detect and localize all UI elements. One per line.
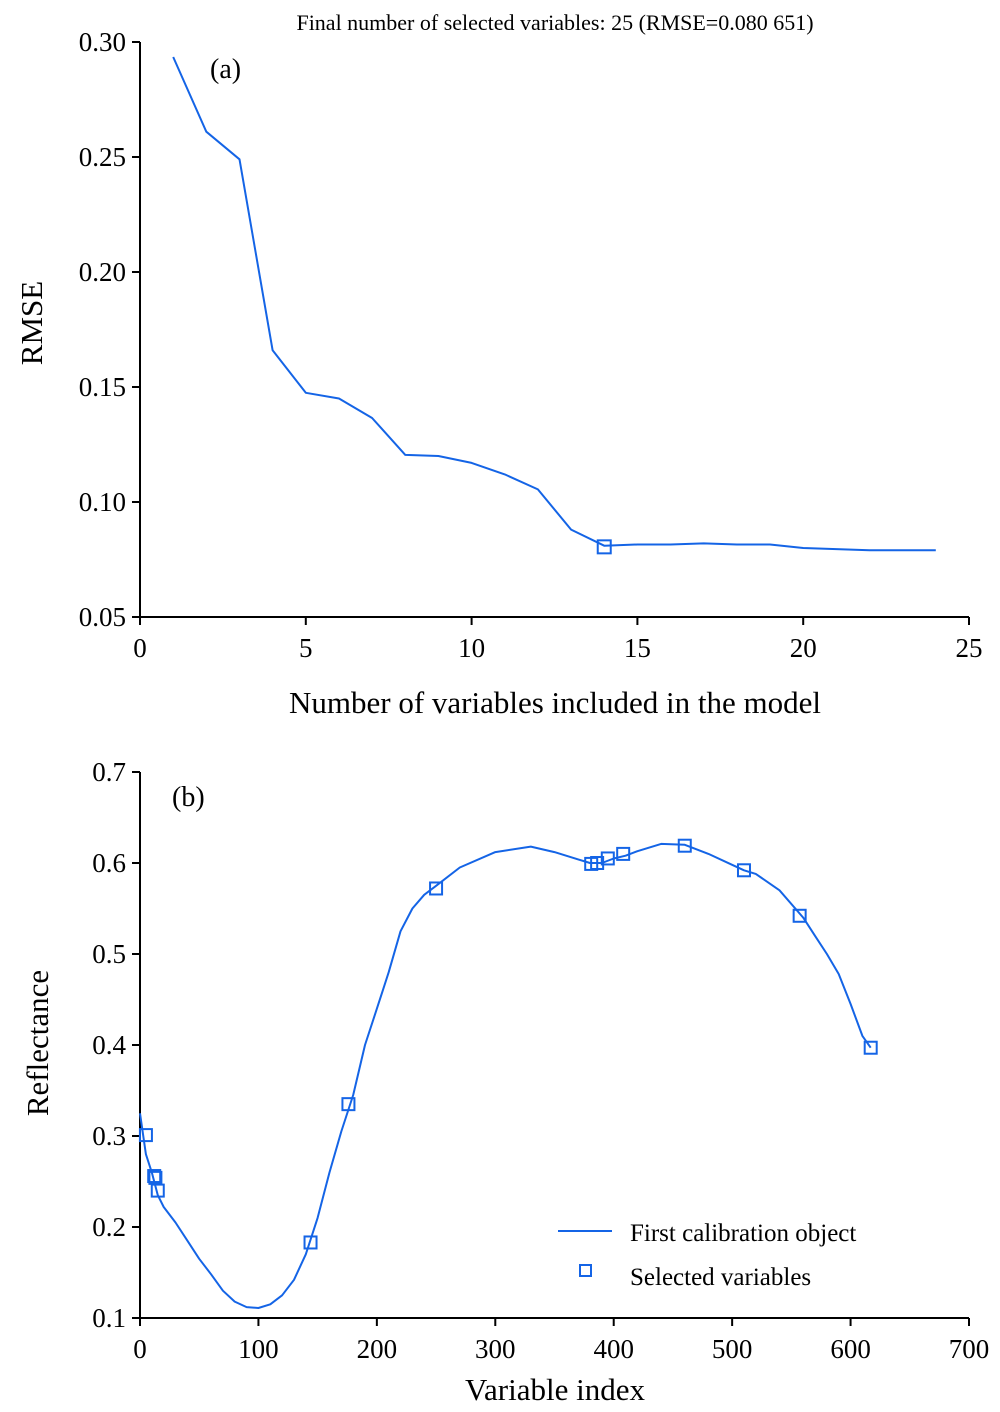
- panel-1-x-tick-label: 300: [475, 1334, 516, 1364]
- panel-a-label: (a): [210, 54, 241, 85]
- selected-variable-marker: [429, 881, 444, 896]
- panel-0-y-tick-label: 0.25: [79, 142, 126, 172]
- panel-1-x-tick-label: 200: [357, 1334, 398, 1364]
- panel-1-x-tick-label: 100: [238, 1334, 279, 1364]
- selected-variable-marker: [863, 1040, 878, 1055]
- panel-0-y-tick-label: 0.05: [79, 602, 126, 632]
- panel-0-series-line-0: [172, 56, 936, 552]
- panel-b-reflectance-chart: (b) 0 100 200 300 400 500 600 700 0.1 0.2 0.3 0.4 0.…: [20, 757, 989, 1407]
- panel-b-x-axis-title: Variable index: [465, 1372, 645, 1407]
- panel-0-x-tick-label: 10: [458, 633, 485, 663]
- legend-square-swatch: [579, 1264, 592, 1277]
- panel-1-x-tick-label: 600: [830, 1334, 871, 1364]
- selected-variable-marker: [736, 863, 751, 878]
- panel-0-y-tick-label: 0.15: [79, 372, 126, 402]
- selected-variable-marker: [150, 1183, 165, 1198]
- panel-0-x-tick-label: 5: [299, 633, 313, 663]
- selected-variable-marker: [616, 846, 631, 861]
- panel-0-y-tick-label: 0.10: [79, 487, 126, 517]
- panel-a-axes: 0 5 10 15 20 25 0.05 0.10 0.15 0.20 0.25 0.30: [79, 27, 983, 663]
- panel-b-plot-area: [138, 838, 878, 1309]
- panel-a-title: Final number of selected variables: 25 (…: [296, 10, 813, 35]
- panel-1-y-tick-label: 0.3: [92, 1121, 126, 1151]
- selected-variable-marker: [138, 1128, 153, 1143]
- panel-0-x-tick-label: 15: [624, 633, 651, 663]
- panel-1-y-tick-label: 0.7: [92, 757, 126, 787]
- panel-0-y-tick-label: 0.20: [79, 257, 126, 287]
- selected-variable-marker: [341, 1097, 356, 1112]
- selected-variable-marker: [677, 838, 692, 853]
- panel-a-x-axis-title: Number of variables included in the mode…: [289, 685, 821, 720]
- panel-0-x-tick-label: 25: [956, 633, 983, 663]
- selected-variable-marker: [600, 851, 615, 866]
- panel-1-y-tick-label: 0.6: [92, 848, 126, 878]
- panel-1-x-tick-label: 0: [133, 1334, 147, 1364]
- selected-variable-marker: [590, 856, 605, 870]
- panel-b-y-axis-title: Reflectance: [20, 970, 55, 1116]
- panel-1-x-tick-label: 500: [712, 1334, 753, 1364]
- selected-variable-marker: [792, 908, 807, 923]
- panel-1-y-tick-label: 0.4: [92, 1030, 126, 1060]
- legend-label-calibration: First calibration object: [630, 1220, 856, 1247]
- panel-b-axes: 0 100 200 300 400 500 600 700 0.1 0.2 0.3 0.4 0.5 0.6…: [92, 757, 989, 1364]
- panel-1-x-tick-label: 700: [949, 1334, 990, 1364]
- panel-b-legend: First calibration object Selected variab…: [558, 1220, 856, 1291]
- legend-label-selected: Selected variables: [630, 1264, 811, 1291]
- panel-a-selected-point-marker: [596, 539, 612, 555]
- panel-a-y-axis-title: RMSE: [14, 281, 49, 365]
- selected-variable-marker: [147, 1169, 162, 1184]
- panel-1-y-tick-label: 0.2: [92, 1212, 126, 1242]
- panel-0-x-tick-label: 0: [133, 633, 147, 663]
- panel-0-x-tick-label: 20: [790, 633, 817, 663]
- panel-1-y-tick-label: 0.5: [92, 939, 126, 969]
- panel-1-x-tick-label: 400: [593, 1334, 634, 1364]
- panel-b-label: (b): [172, 782, 205, 813]
- panel-1-y-tick-label: 0.1: [92, 1303, 126, 1333]
- panel-0-y-tick-label: 0.30: [79, 27, 126, 57]
- selected-variable-marker: [303, 1235, 318, 1250]
- panel-a-plot-area: [172, 56, 936, 555]
- panel-a-rmse-chart: Final number of selected variables: 25 (…: [14, 10, 983, 720]
